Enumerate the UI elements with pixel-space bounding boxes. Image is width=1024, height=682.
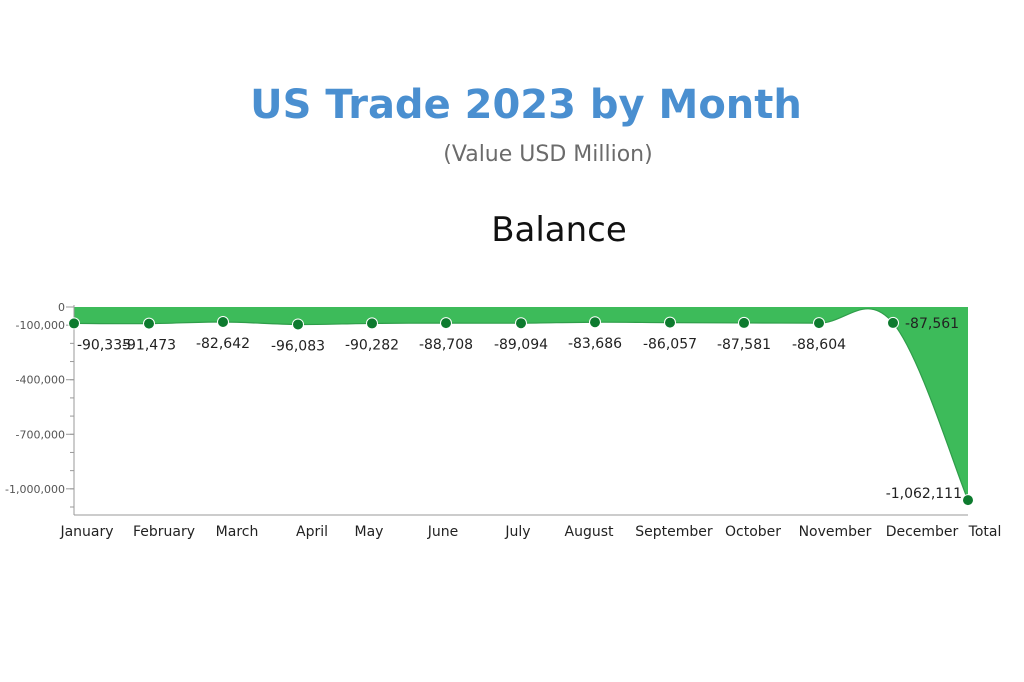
data-label: -87,561 bbox=[905, 316, 959, 332]
x-tick-label: May bbox=[355, 524, 384, 540]
x-tick-label: December bbox=[886, 524, 959, 540]
axis-layer: 0 -100,000 -400,000 -700,000 -1,000,000 Janua… bbox=[5, 301, 1001, 540]
data-point bbox=[813, 317, 825, 330]
data-point bbox=[217, 316, 229, 329]
x-tick-label: June bbox=[427, 524, 459, 540]
data-point bbox=[887, 316, 899, 329]
data-point bbox=[68, 317, 80, 330]
data-label: -89,094 bbox=[494, 337, 548, 353]
y-tick-label: -700,000 bbox=[16, 428, 65, 441]
data-label: -88,708 bbox=[419, 337, 473, 353]
x-tick-label: February bbox=[133, 524, 195, 540]
x-tick-label: April bbox=[296, 524, 328, 540]
points-layer bbox=[68, 316, 974, 507]
data-label: -86,057 bbox=[643, 337, 697, 353]
x-tick-label: October bbox=[725, 524, 781, 540]
data-point bbox=[738, 316, 750, 329]
data-label: -88,604 bbox=[792, 337, 846, 353]
chart-title: Balance bbox=[491, 210, 627, 250]
data-label: -91,473 bbox=[122, 338, 176, 354]
x-tick-label: September bbox=[635, 524, 713, 540]
data-label: -87,581 bbox=[717, 337, 771, 353]
y-tick-label: -400,000 bbox=[16, 374, 65, 387]
data-point bbox=[664, 316, 676, 329]
data-label: -90,335 bbox=[77, 337, 131, 353]
x-tick-label: July bbox=[504, 524, 530, 540]
x-tick-label: March bbox=[216, 524, 259, 540]
data-point bbox=[366, 317, 378, 330]
data-point bbox=[515, 317, 527, 330]
labels-layer: -90,335-91,473 -82,642 -96,083 -90,282 -88,7… bbox=[77, 316, 962, 502]
page-subtitle: (Value USD Million) bbox=[443, 142, 653, 167]
data-label: -90,282 bbox=[345, 337, 399, 353]
x-tick-label: August bbox=[565, 524, 615, 540]
page-title: US Trade 2023 by Month bbox=[250, 82, 802, 128]
x-tick-label: November bbox=[799, 524, 872, 540]
y-tick-label: -1,000,000 bbox=[5, 483, 65, 496]
y-tick-label: 0 bbox=[58, 301, 65, 314]
x-tick-label: Total bbox=[968, 524, 1002, 540]
data-point bbox=[589, 316, 601, 329]
data-point bbox=[143, 317, 155, 330]
data-label: -96,083 bbox=[271, 338, 325, 354]
data-label: -1,062,111 bbox=[886, 486, 962, 502]
data-point bbox=[440, 317, 452, 330]
data-label: -82,642 bbox=[196, 336, 250, 352]
y-tick-label: -100,000 bbox=[16, 319, 65, 332]
x-tick-label: January bbox=[59, 524, 113, 540]
data-point bbox=[962, 494, 974, 507]
data-label: -83,686 bbox=[568, 336, 622, 352]
data-point bbox=[292, 318, 304, 331]
